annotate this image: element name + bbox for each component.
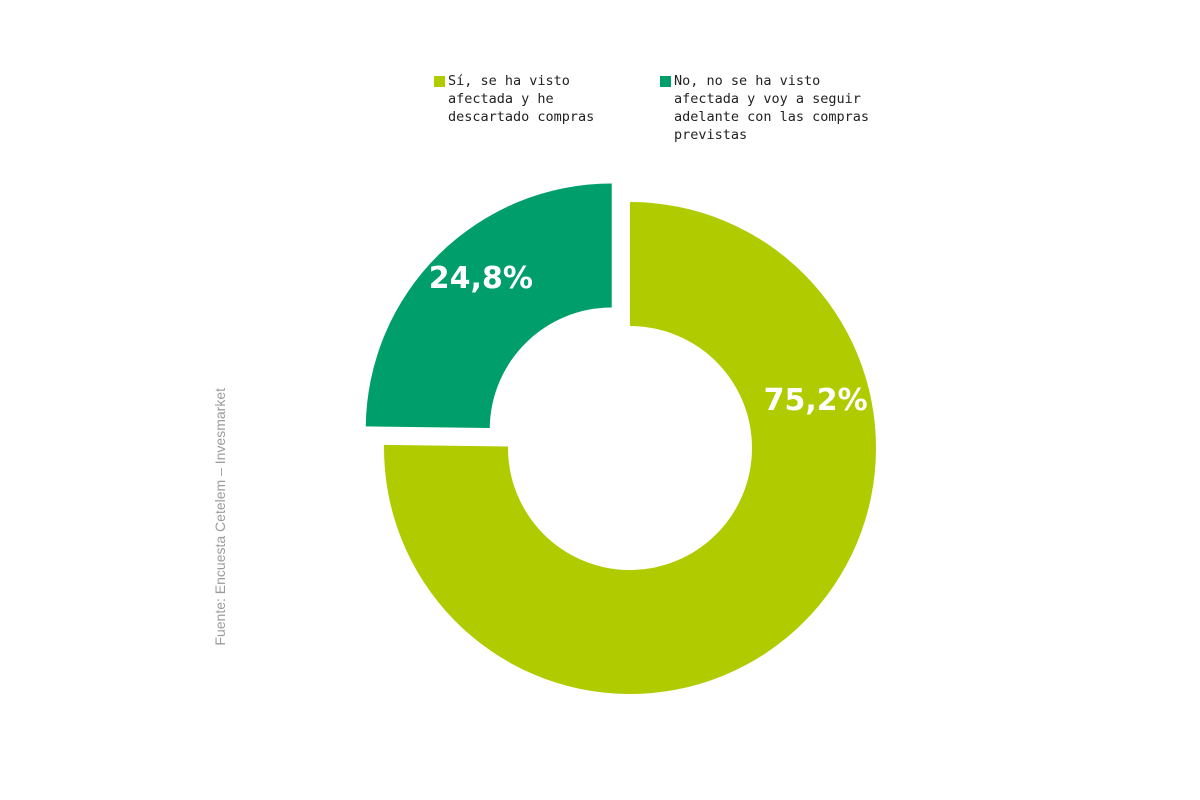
legend: Sí, se ha visto afectada y he descartado… [434, 72, 880, 144]
legend-swatch-si [434, 76, 445, 87]
legend-item-si: Sí, se ha visto afectada y he descartado… [434, 72, 634, 144]
legend-label-no: No, no se ha visto afectada y voy a segu… [674, 73, 870, 143]
legend-item-no: No, no se ha visto afectada y voy a segu… [660, 72, 880, 144]
data-label-si: 75,2% [764, 383, 868, 418]
legend-swatch-no [660, 76, 671, 87]
data-label-no: 24,8% [429, 261, 533, 296]
donut-slice-si [383, 202, 876, 694]
legend-label-si: Sí, se ha visto afectada y he descartado… [448, 73, 595, 125]
donut-slice-no [365, 183, 612, 428]
